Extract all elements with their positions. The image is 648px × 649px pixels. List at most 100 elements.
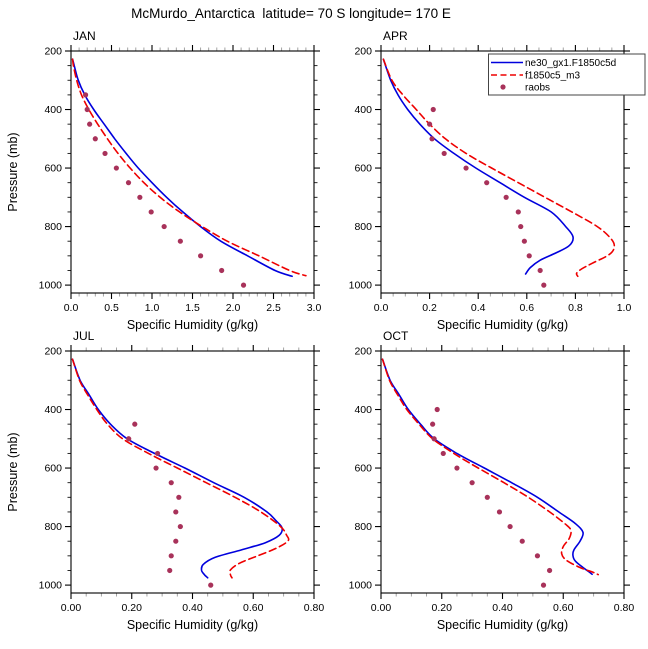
x-tick-label: 0.5	[104, 302, 119, 314]
plot-frame	[70, 50, 315, 294]
raobs-point	[154, 450, 161, 457]
plot-frame	[70, 350, 315, 594]
legend-raobs-marker	[500, 84, 506, 90]
x-tick-label: 0.2	[422, 302, 437, 314]
raobs-point	[198, 253, 204, 259]
raobs-point	[434, 406, 440, 413]
raobs-point	[132, 421, 138, 427]
legend-label: ne30_gx1.F1850c5d	[525, 58, 616, 69]
raobs-point	[430, 106, 436, 113]
x-tick-label: 1.0	[145, 302, 160, 314]
y-tick-label: 1000	[39, 280, 63, 292]
y-tick-label: 1000	[39, 580, 63, 592]
raobs-point	[440, 450, 446, 457]
x-tick-label: 0.20	[432, 602, 453, 614]
raobs-point	[137, 194, 143, 200]
month-label: OCT	[383, 329, 409, 343]
y-tick-label: 200	[354, 46, 372, 58]
raobs-point	[87, 121, 93, 127]
month-label: JAN	[73, 29, 96, 43]
raobs-point	[519, 538, 525, 544]
y-tick-label: 800	[354, 221, 372, 233]
raobs-point	[469, 480, 475, 486]
y-tick-label: 200	[44, 46, 62, 58]
curve-f1850	[382, 58, 616, 278]
raobs-point	[496, 509, 503, 515]
legend-label: raobs	[525, 83, 550, 94]
raobs-point	[161, 223, 167, 230]
x-tick-label: 0.00	[371, 602, 392, 614]
raobs-point	[540, 582, 547, 588]
raobs-point	[173, 509, 179, 515]
raobs-point	[537, 267, 543, 274]
curve-f1850	[381, 358, 599, 576]
x-tick-label: 2.0	[226, 302, 241, 314]
x-tick-label: 0.6	[519, 302, 534, 314]
raobs-point	[168, 553, 174, 559]
panel-OCT: 0.00 0.20 0.40 0.60 0.80 200 400 600 800 1000 OCT S…	[349, 329, 635, 632]
y-tick-label: 800	[44, 521, 62, 533]
x-tick-label: 0.60	[553, 602, 574, 614]
y-tick-label: 800	[354, 521, 372, 533]
raobs-point	[430, 421, 436, 427]
raobs-point	[219, 267, 225, 274]
x-tick-label: 1.5	[185, 302, 200, 314]
raobs-point	[534, 553, 541, 559]
y-axis-title: Pressure (mb)	[6, 132, 20, 211]
x-axis-title: Specific Humidity (g/kg)	[127, 318, 258, 332]
y-tick-label: 600	[354, 163, 372, 175]
curve-ne30	[71, 58, 293, 278]
raobs-point	[541, 282, 547, 288]
raobs-point	[484, 494, 490, 500]
raobs-point	[427, 121, 433, 127]
raobs-point	[102, 150, 108, 157]
raobs-point	[125, 180, 132, 186]
y-tick-label: 600	[44, 163, 62, 175]
raobs-point	[431, 436, 437, 442]
y-tick-label: 400	[354, 104, 372, 116]
y-tick-label: 600	[354, 463, 372, 475]
panel-APR: 0.0 0.2 0.4 0.6 0.8 1.0 200 400 600 800 1000 APR Spe…	[349, 29, 646, 332]
x-tick-label: 0.40	[182, 602, 203, 614]
raobs-point	[507, 523, 513, 530]
raobs-point	[168, 480, 174, 486]
curve-f1850	[71, 58, 307, 277]
raobs-point	[521, 238, 527, 244]
raobs-point	[82, 92, 89, 98]
x-tick-label: 0.8	[568, 302, 583, 314]
x-tick-label: 0.80	[304, 602, 325, 614]
panel-JAN: 0.0 0.5 1.0 1.5 2.0 2.5 3.0 200 400 600 800 1000 JAN…	[6, 29, 321, 332]
y-tick-label: 600	[44, 463, 62, 475]
x-tick-label: 0.80	[614, 602, 635, 614]
x-tick-label: 2.5	[266, 302, 281, 314]
raobs-point	[126, 436, 132, 442]
x-tick-label: 3.0	[307, 302, 322, 314]
raobs-point	[208, 582, 214, 588]
x-tick-label: 0.60	[243, 602, 264, 614]
x-tick-label: 0.0	[374, 302, 389, 314]
raobs-point	[441, 150, 447, 157]
raobs-point	[484, 180, 490, 186]
raobs-point	[167, 567, 173, 574]
raobs-point	[92, 136, 98, 142]
x-axis-title: Specific Humidity (g/kg)	[437, 318, 568, 332]
y-tick-label: 200	[44, 346, 62, 358]
month-label: JUL	[73, 329, 95, 343]
raobs-point	[454, 465, 460, 471]
y-tick-label: 1000	[349, 280, 373, 292]
x-tick-label: 0.40	[492, 602, 513, 614]
x-tick-label: 0.4	[471, 302, 486, 314]
x-tick-label: 0.00	[61, 602, 82, 614]
raobs-point	[176, 494, 182, 500]
x-axis-title: Specific Humidity (g/kg)	[437, 618, 568, 632]
y-tick-label: 400	[44, 104, 62, 116]
y-tick-label: 400	[44, 404, 62, 416]
x-tick-label: 0.20	[122, 602, 143, 614]
x-tick-label: 1.0	[617, 302, 632, 314]
raobs-point	[518, 223, 524, 230]
curve-f1850	[71, 358, 290, 579]
y-tick-label: 200	[354, 346, 372, 358]
raobs-point	[113, 165, 119, 171]
